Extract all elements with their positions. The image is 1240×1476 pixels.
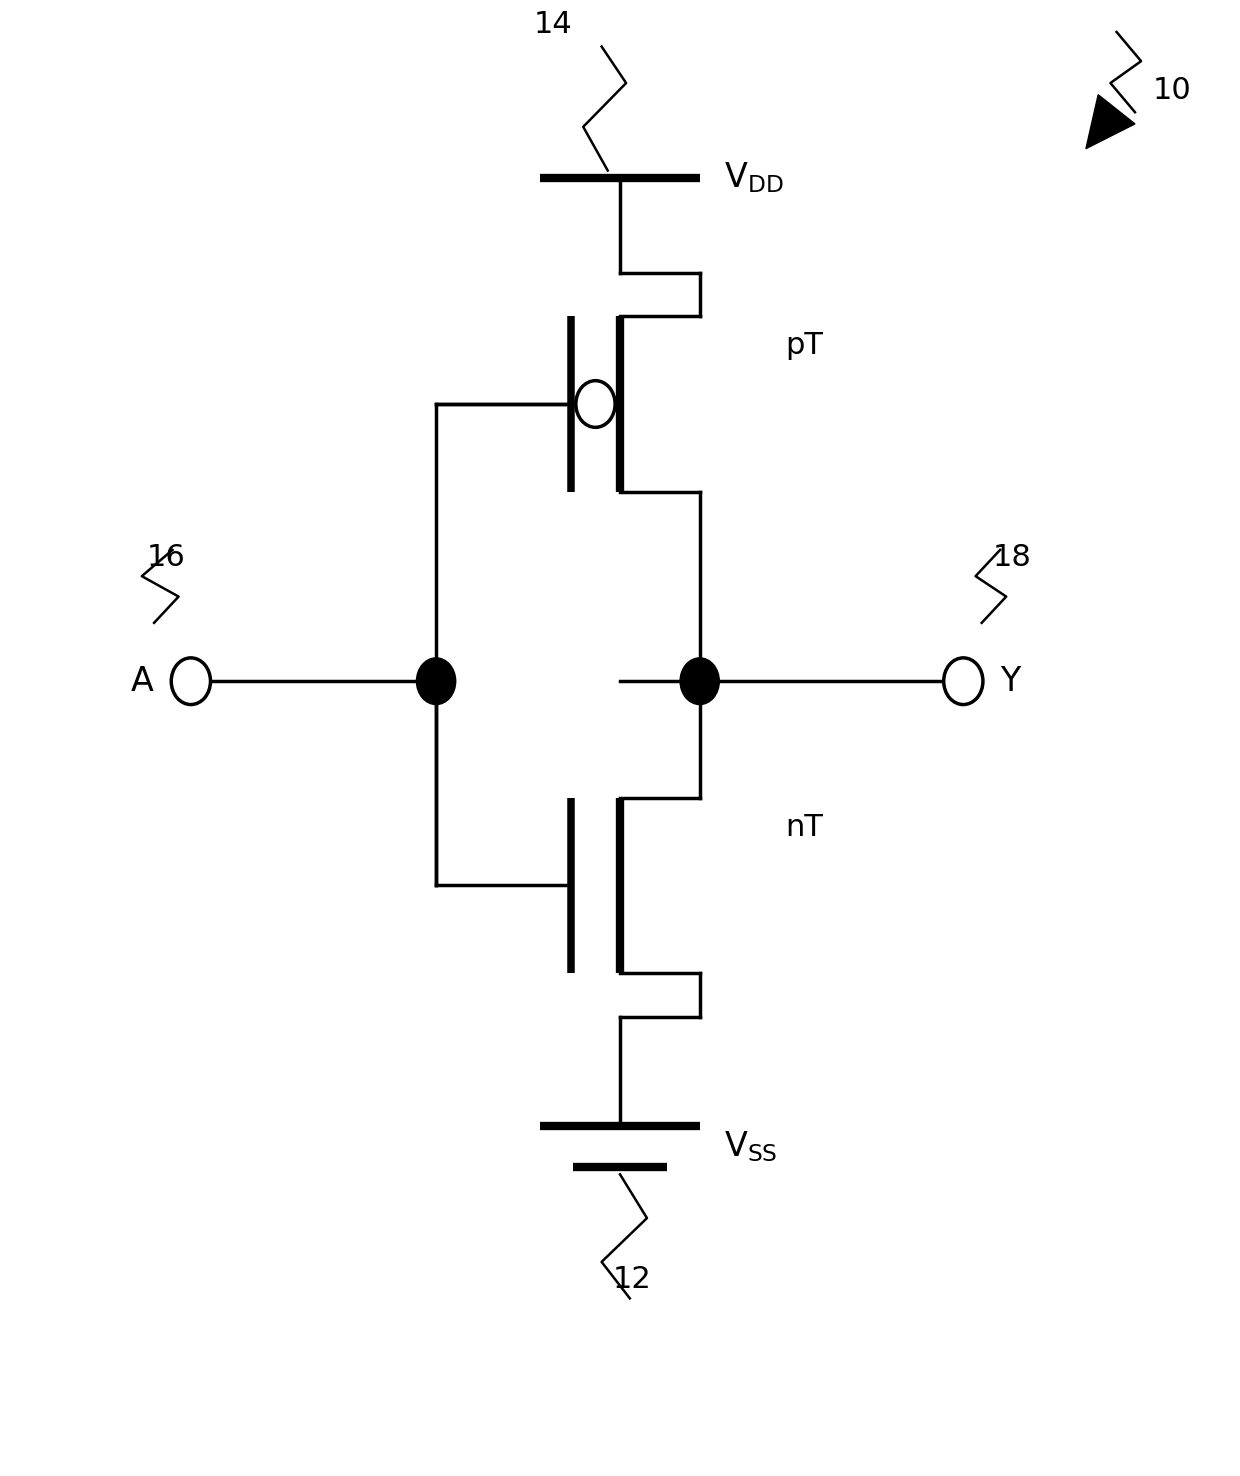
Circle shape [417, 658, 456, 704]
Circle shape [680, 658, 719, 704]
Circle shape [944, 658, 983, 704]
Text: 18: 18 [993, 543, 1032, 571]
Circle shape [575, 381, 615, 428]
Text: Y: Y [1001, 664, 1021, 698]
Text: 14: 14 [533, 10, 572, 40]
Text: 16: 16 [148, 543, 186, 571]
Text: A: A [131, 664, 154, 698]
Text: nT: nT [785, 813, 823, 841]
Circle shape [171, 658, 211, 704]
Text: $\mathsf{V_{SS}}$: $\mathsf{V_{SS}}$ [724, 1129, 777, 1165]
Text: pT: pT [785, 331, 823, 360]
Text: $\mathsf{V_{DD}}$: $\mathsf{V_{DD}}$ [724, 161, 784, 195]
Text: 12: 12 [613, 1265, 652, 1294]
Polygon shape [1086, 94, 1135, 149]
Text: 10: 10 [1152, 75, 1192, 105]
